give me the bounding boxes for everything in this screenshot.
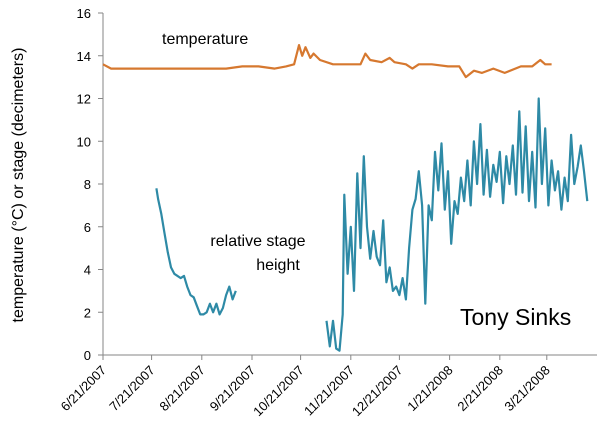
y-tick-label: 16 [77,6,91,21]
x-tick-label: 12/21/2007 [349,363,406,420]
y-tick-label: 14 [77,49,91,64]
y-tick-label: 8 [84,177,91,192]
y-axis-label: temperature (°C) or stage (decimeters) [10,48,27,323]
series-line-relative-stage-height [155,188,237,316]
y-tick-label: 10 [77,134,91,149]
y-tick-label: 6 [84,220,91,235]
annotation-stage-line2: height [256,257,300,274]
x-tick-label: 10/21/2007 [250,363,307,420]
x-ticks: 6/21/20077/21/20078/21/20079/21/200710/2… [58,355,553,419]
series-line-relative-stage-height [325,97,589,352]
y-tick-label: 12 [77,92,91,107]
x-tick-label: 7/21/2007 [106,363,158,415]
annotation-site-name: Tony Sinks [460,304,571,330]
annotation-temperature: temperature [162,31,248,48]
x-tick-label: 8/21/2007 [156,363,208,415]
x-tick-label: 2/21/2008 [454,363,506,415]
x-tick-label: 1/21/2008 [404,363,456,415]
y-tick-label: 0 [84,348,91,363]
annotation-stage-line1: relative stage [210,233,305,250]
x-tick-label: 9/21/2007 [207,363,259,415]
series-line-temperature [102,43,552,79]
x-tick-label: 6/21/2007 [58,363,110,415]
y-ticks: 0 2 4 6 8 10 12 14 16 [77,6,103,363]
y-tick-label: 2 [84,305,91,320]
series [102,43,589,352]
x-tick-label: 3/21/2008 [501,363,553,415]
x-tick-label: 11/21/2007 [301,363,357,419]
y-tick-label: 4 [84,263,91,278]
